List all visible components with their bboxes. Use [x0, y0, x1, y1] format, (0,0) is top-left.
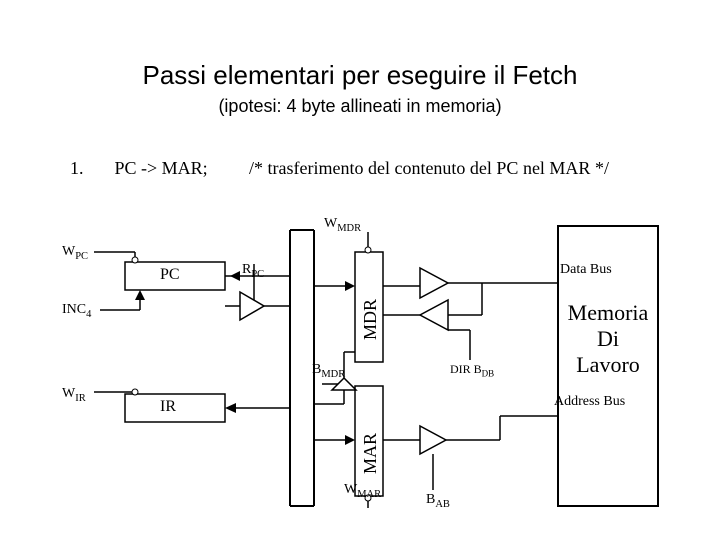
label-wpc: WPC: [62, 244, 88, 262]
label-wir: WIR: [62, 386, 86, 404]
label-ir: IR: [160, 398, 176, 416]
label-mdr: MDR: [360, 299, 381, 340]
databus-tri-right: [420, 268, 448, 298]
databus-tri-left: [420, 300, 448, 330]
label-bab: BAB: [426, 492, 450, 510]
label-bmdr: BMDR: [312, 362, 345, 380]
label-rpc: RPC: [242, 262, 264, 280]
label-inc4: INC4: [62, 302, 91, 320]
label-mar: MAR: [360, 433, 381, 474]
memory-label: Memoria Di Lavoro: [560, 300, 656, 378]
label-pc: PC: [160, 266, 180, 284]
label-databus: Data Bus: [560, 262, 612, 278]
label-wmdr: WMDR: [324, 216, 361, 234]
addrbus-tri: [420, 426, 446, 454]
label-addressbus: Address Bus: [554, 394, 625, 410]
label-dirbdb: DIR BDB: [450, 362, 494, 378]
rpc-tristate: [240, 292, 264, 320]
label-wmar: WMAR: [344, 482, 381, 500]
